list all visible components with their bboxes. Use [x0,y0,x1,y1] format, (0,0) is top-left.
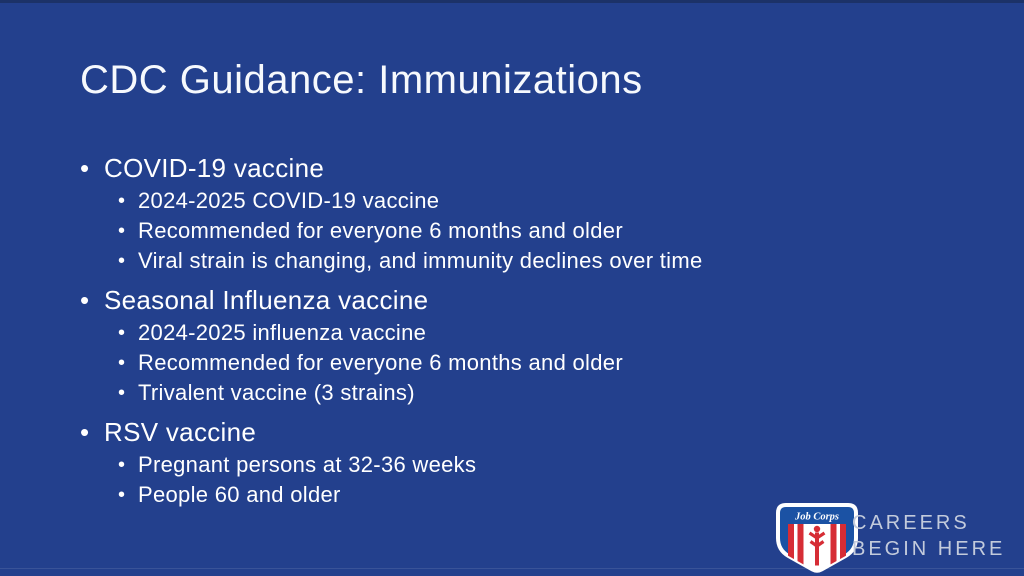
sub-bullet-item: Pregnant persons at 32-36 weeks [80,450,840,480]
sub-bullet-item: Recommended for everyone 6 months and ol… [80,348,840,378]
brand-tagline-line1: CAREERS [852,512,970,534]
slide-bottom-edge [0,568,1024,569]
bullet-item: COVID-19 vaccine [80,150,840,186]
brand-tagline: CAREERS BEGIN HERE [852,510,1005,562]
bullet-group-rsv: RSV vaccine Pregnant persons at 32-36 we… [80,414,840,510]
job-corps-shield-label: Job Corps [794,512,839,523]
brand-tagline-line2: BEGIN HERE [852,538,1006,560]
bullet-group-influenza: Seasonal Influenza vaccine 2024-2025 inf… [80,282,840,408]
sub-bullet-item: Viral strain is changing, and immunity d… [80,246,840,276]
bullet-item: RSV vaccine [80,414,840,450]
sub-bullet-item: 2024-2025 influenza vaccine [80,318,840,348]
job-corps-shield-icon: Job Corps [776,503,858,573]
bullet-list: COVID-19 vaccine 2024-2025 COVID-19 vacc… [80,150,840,510]
slide-title: CDC Guidance: Immunizations [80,58,643,102]
bullet-group-covid: COVID-19 vaccine 2024-2025 COVID-19 vacc… [80,150,840,276]
sub-bullet-item: Trivalent vaccine (3 strains) [80,378,840,408]
sub-bullet-item: Recommended for everyone 6 months and ol… [80,216,840,246]
bullet-item: Seasonal Influenza vaccine [80,282,840,318]
sub-bullet-item: 2024-2025 COVID-19 vaccine [80,186,840,216]
slide-top-edge [0,0,1024,3]
sub-bullet-item: People 60 and older [80,480,840,510]
